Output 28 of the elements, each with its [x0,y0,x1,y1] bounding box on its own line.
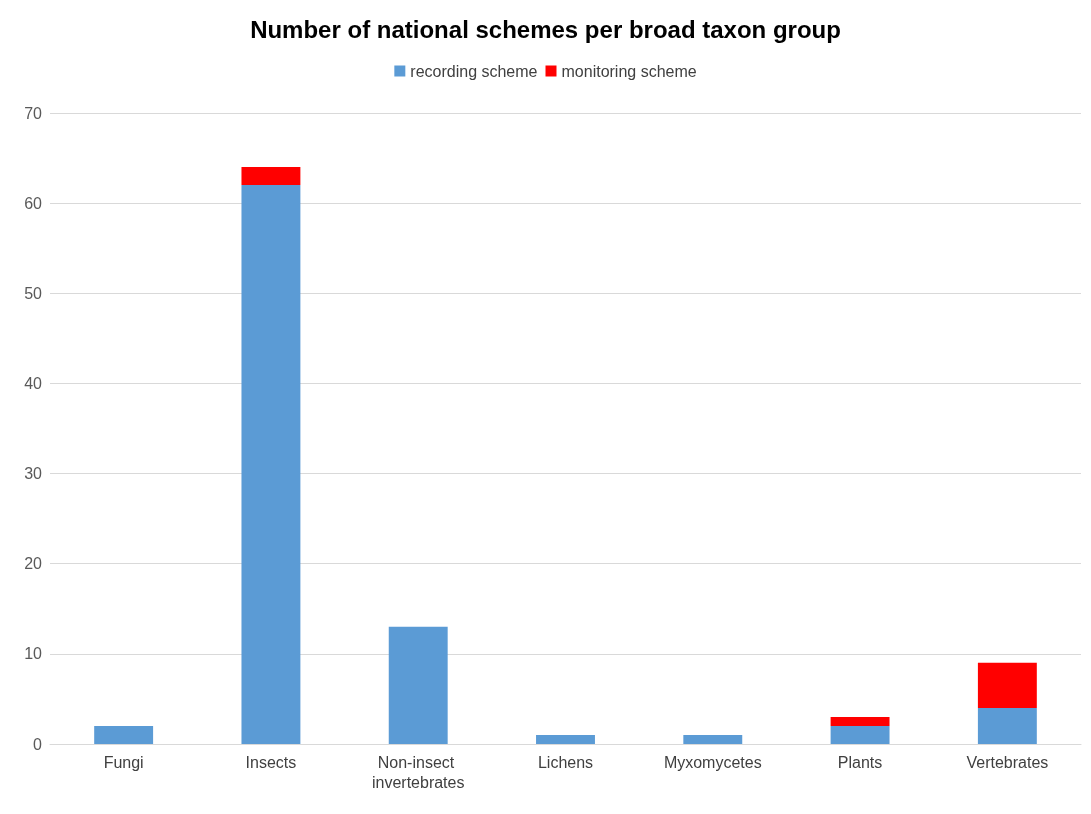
y-tick-label: 0 [33,735,43,753]
legend-label: recording scheme [410,62,538,80]
y-tick-label: 60 [24,194,43,212]
y-tick-label: 50 [24,284,43,302]
y-tick-label: 30 [24,465,43,483]
bar [977,662,1037,708]
x-tick-label: Plants [837,753,883,771]
bar [977,707,1037,744]
bar [536,734,595,744]
x-tick-label: Lichens [537,753,594,771]
bar [388,626,448,744]
bar [683,734,743,744]
y-tick-label: 40 [24,374,43,392]
y-tick-label: 20 [24,555,43,573]
y-tick-label: 70 [24,104,43,122]
bar [94,725,154,744]
bar [241,185,301,744]
bar [830,716,890,726]
chart-title: Number of national schemes per broad taxon group [250,15,841,43]
bar [241,167,301,186]
legend-label: monitoring scheme [561,62,697,80]
bar [830,725,890,744]
x-tick-label: Insects [245,753,297,771]
x-tick-label: Myxomycetes [663,753,762,771]
x-tick-label: Vertebrates [966,753,1049,771]
x-tick-label: Fungi [103,753,144,771]
x-tick-label: Non-insect invertebrates [371,753,465,791]
y-tick-label: 10 [24,645,43,663]
